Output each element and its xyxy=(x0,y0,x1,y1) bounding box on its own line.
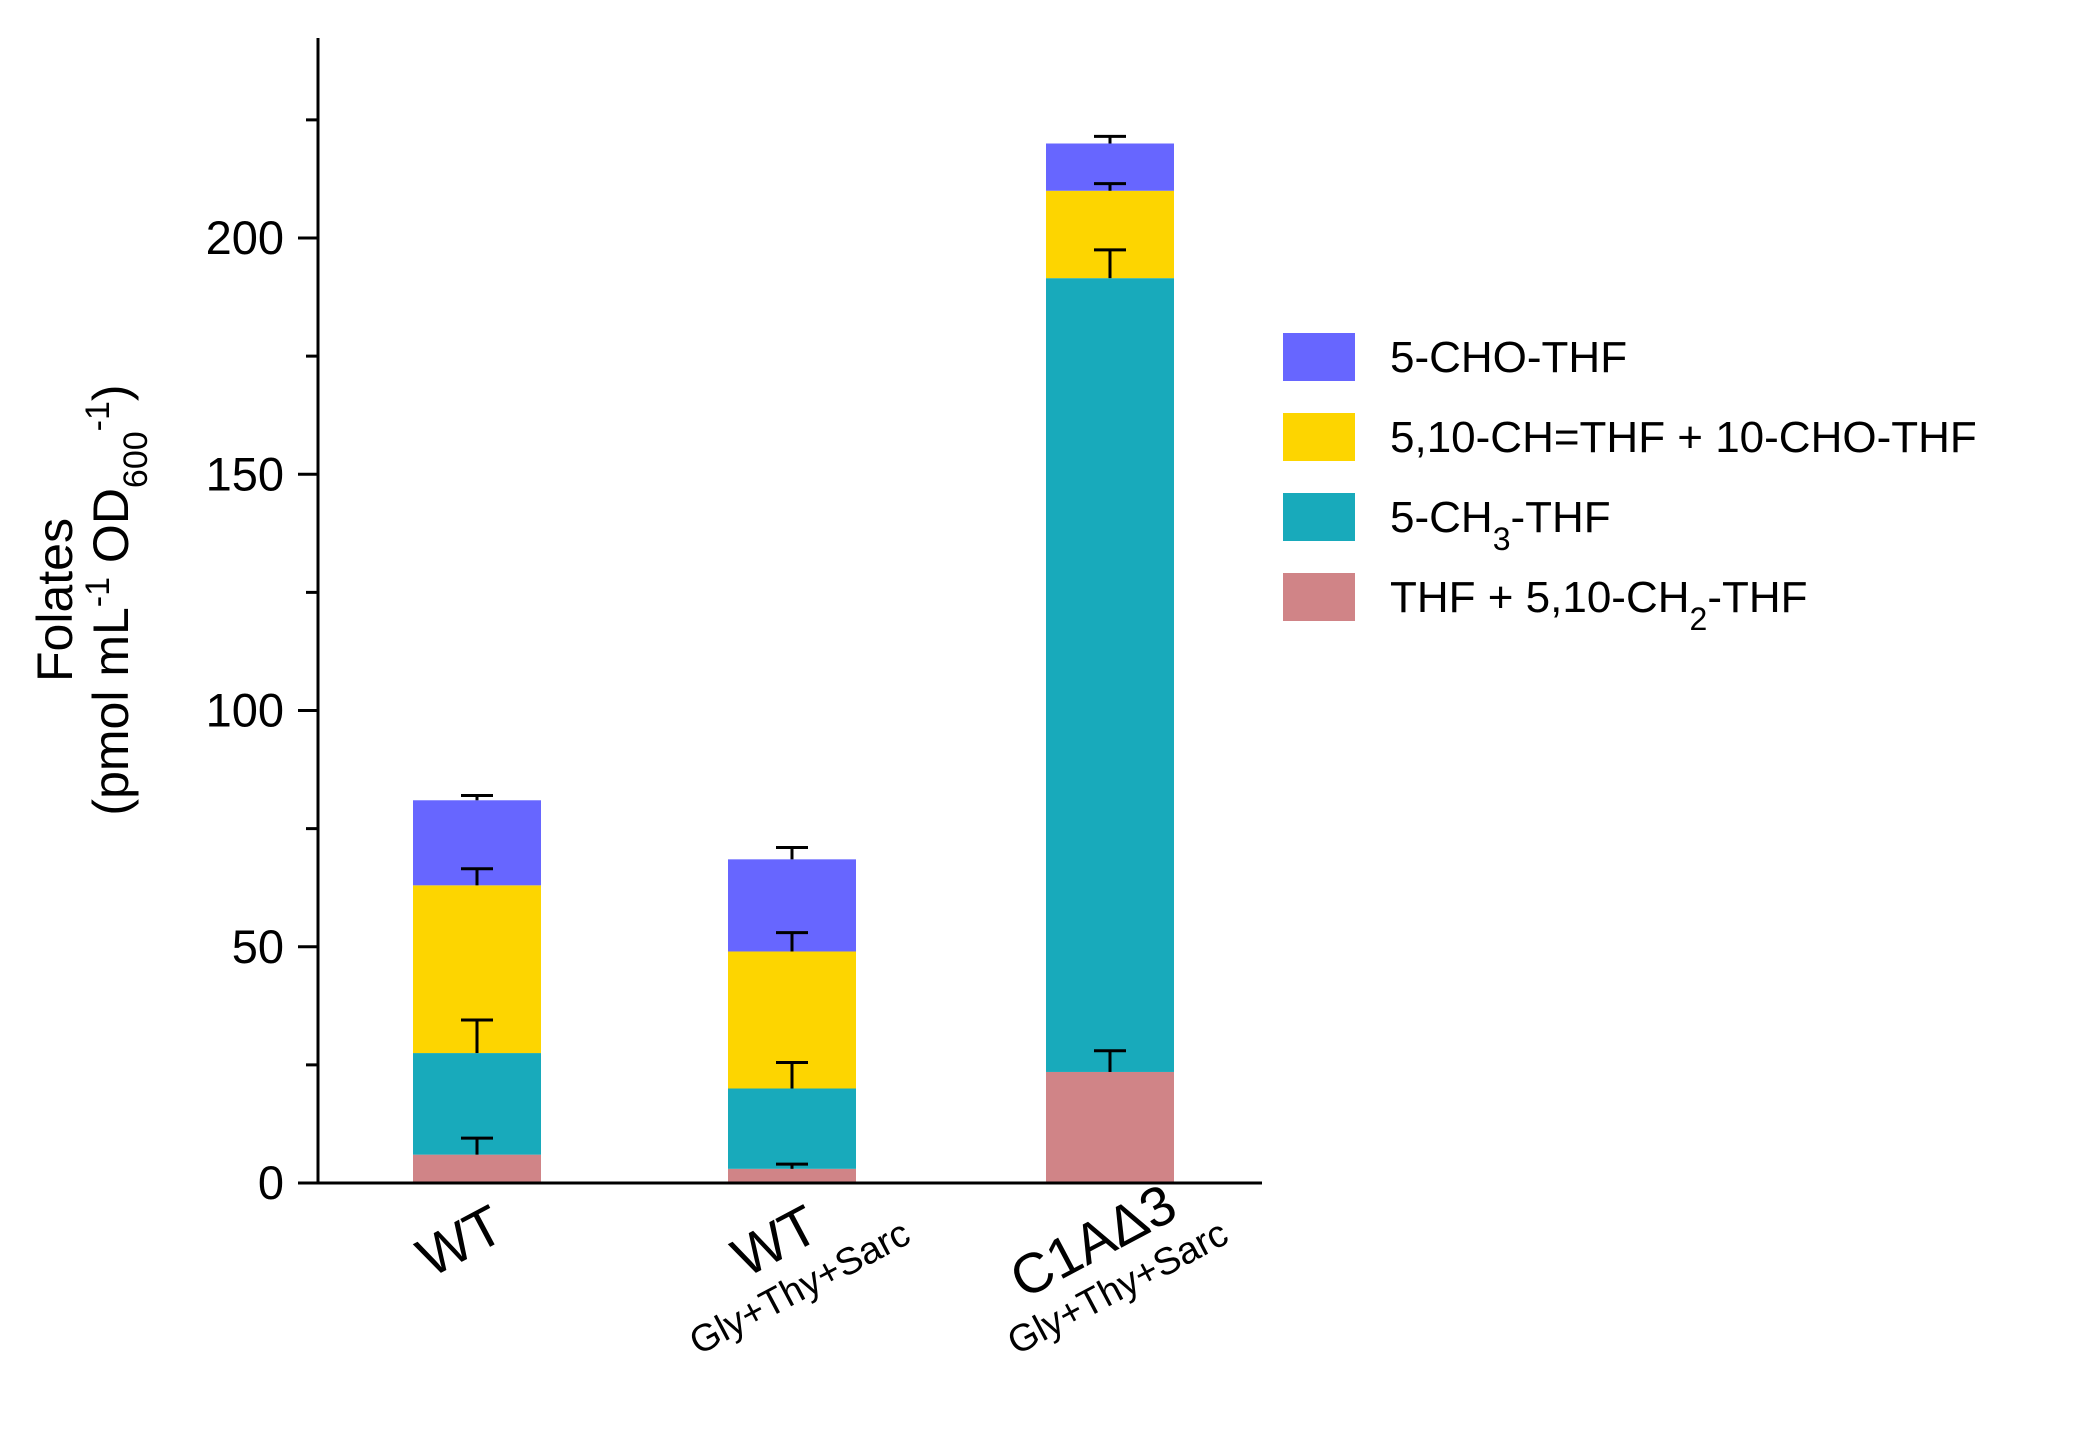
y-tick-label: 100 xyxy=(206,684,284,737)
legend-swatch-ch3 xyxy=(1283,493,1355,541)
bar-segment-ch3 xyxy=(728,1088,856,1169)
bar-segment-thf xyxy=(1046,1071,1174,1183)
bar-segment-thf xyxy=(413,1154,541,1183)
legend-swatch-cho xyxy=(1283,333,1355,381)
plot-area xyxy=(413,134,1174,1183)
legend-label-ch_thf: 5,10-CH=THF + 10-CHO-THF xyxy=(1390,413,1977,462)
y-axis: 0 50 100 150 200 xyxy=(206,38,320,1209)
legend-swatch-ch_thf xyxy=(1283,413,1355,461)
legend-swatch-thf xyxy=(1283,573,1355,621)
y-tick-label: 50 xyxy=(232,920,284,973)
y-tick-label: 0 xyxy=(258,1156,284,1209)
bar-segment-ch3 xyxy=(1046,278,1174,1072)
y-axis-title-line2: (pmol mL-1 OD600-1) xyxy=(79,384,155,815)
legend-label-ch3: 5-CH3-THF xyxy=(1390,493,1611,557)
legend: 5-CHO-THF 5,10-CH=THF + 10-CHO-THF 5-CH3-T… xyxy=(1283,333,1977,637)
y-axis-title-line1: Folates xyxy=(27,518,83,682)
y-tick-label: 200 xyxy=(206,211,284,264)
x-category-label: WT xyxy=(407,1193,513,1289)
legend-label-thf: THF + 5,10-CH2-THF xyxy=(1390,573,1808,637)
bar-segment-thf xyxy=(728,1168,856,1183)
legend-label-cho: 5-CHO-THF xyxy=(1390,333,1627,382)
x-category-main: WT xyxy=(407,1193,513,1289)
y-tick-label: 150 xyxy=(206,447,284,500)
